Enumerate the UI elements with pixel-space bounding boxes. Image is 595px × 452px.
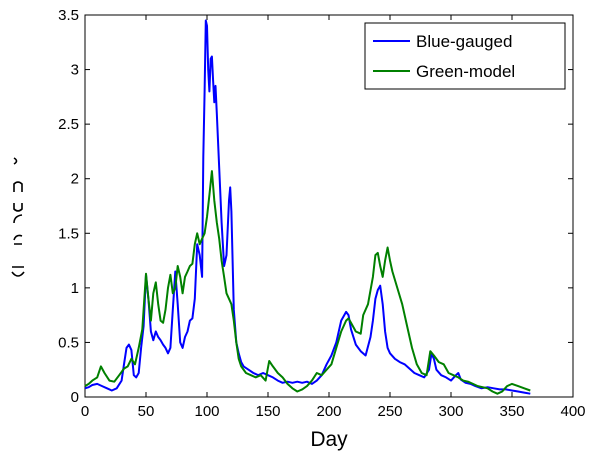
legend-entry-label: Blue-gauged [416, 32, 512, 51]
y-tick-label: 1.5 [58, 225, 79, 242]
series-line-green-model [84, 170, 531, 395]
x-tick-label: 100 [194, 403, 219, 420]
y-label-fragment-u [13, 203, 23, 212]
x-tick-label: 400 [560, 403, 585, 420]
legend-box [364, 22, 566, 90]
y-tick-label: 3 [71, 62, 79, 79]
y-label-fragment-bar [11, 266, 25, 277]
legend: Blue-gauged Green-model [364, 22, 566, 90]
y-tick-label: 2 [71, 171, 79, 188]
y-tick-label: 2.5 [58, 116, 79, 133]
x-tick-label: 0 [81, 403, 89, 420]
ticks-layer: 0 50 100 150 200 250 300 350 400 0 0.5 1 1.5 2 2.5 3 3.5 [58, 7, 585, 420]
y-label-fragment-n [13, 181, 23, 192]
y-tick-label: 0 [71, 389, 79, 406]
x-tick-label: 150 [255, 403, 280, 420]
series-layer [84, 19, 531, 395]
y-tick-label: 0.5 [58, 334, 79, 351]
y-tick-label: 1 [71, 280, 79, 297]
x-tick-label: 250 [377, 403, 402, 420]
x-tick-label: 200 [316, 403, 341, 420]
x-tick-label: 300 [438, 403, 463, 420]
x-axis-label: Day [310, 428, 348, 451]
x-tick-label: 350 [499, 403, 524, 420]
y-label-fragment-paren [13, 157, 18, 165]
x-tick-label: 50 [138, 403, 155, 420]
y-tick-label: 3.5 [58, 7, 79, 24]
y-label-fragment-c [13, 214, 23, 224]
y-label-fragment-m [13, 234, 23, 245]
legend-entry-label: Green-model [416, 62, 515, 81]
y-axis-label-fragments [11, 157, 25, 277]
